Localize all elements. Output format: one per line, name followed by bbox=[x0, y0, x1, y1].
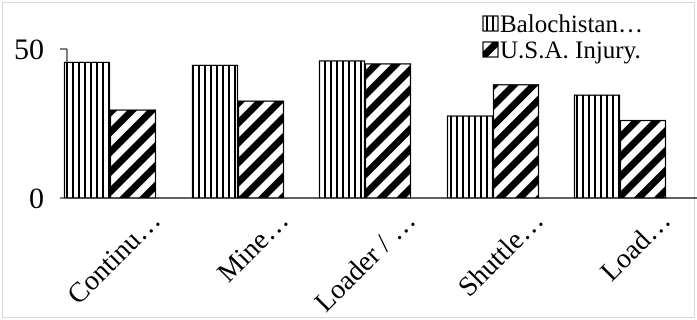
bar-balochistan bbox=[446, 115, 494, 199]
bar-balochistan bbox=[63, 61, 111, 199]
bar-usa-injury bbox=[364, 63, 412, 199]
bar-usa-injury bbox=[619, 119, 667, 199]
bar-balochistan bbox=[318, 60, 366, 199]
legend-swatch bbox=[482, 41, 499, 58]
y-tick-label: 50 bbox=[14, 33, 44, 66]
legend-swatch bbox=[482, 15, 499, 32]
bar-usa-injury bbox=[492, 84, 540, 199]
y-tick-label: 0 bbox=[29, 182, 44, 215]
bar-usa-injury bbox=[109, 109, 157, 199]
legend: Balochistan…U.S.A. Injury. bbox=[482, 11, 643, 64]
bar-balochistan bbox=[191, 64, 239, 199]
bar-balochistan bbox=[573, 94, 621, 199]
legend-label: Balochistan… bbox=[500, 11, 643, 38]
bar-usa-injury bbox=[237, 100, 285, 199]
legend-label: U.S.A. Injury. bbox=[500, 37, 641, 64]
